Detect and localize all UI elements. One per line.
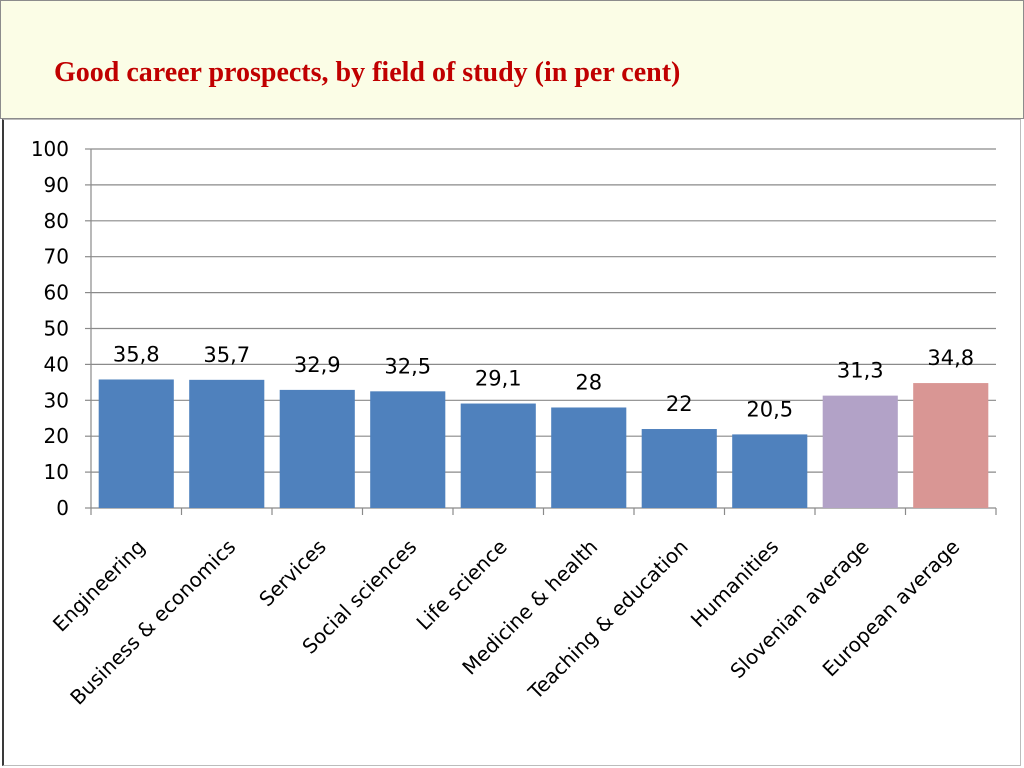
bar xyxy=(913,383,989,508)
data-label: 28 xyxy=(575,370,602,394)
bar xyxy=(189,379,265,508)
data-label: 32,5 xyxy=(384,354,431,378)
bar xyxy=(279,389,355,508)
title-band: Good career prospects, by field of study… xyxy=(0,0,1024,119)
bars xyxy=(98,379,989,508)
category-label: Business & economics xyxy=(65,535,240,710)
bar xyxy=(460,403,536,508)
bar xyxy=(370,391,446,508)
bar xyxy=(732,434,808,508)
bar xyxy=(98,379,174,508)
data-label: 35,8 xyxy=(113,342,160,366)
data-label: 20,5 xyxy=(746,397,793,421)
y-tick-label: 60 xyxy=(44,281,69,305)
y-tick-label: 90 xyxy=(44,173,69,197)
category-label: Services xyxy=(254,535,331,612)
y-tick-label: 0 xyxy=(56,496,69,520)
data-label: 29,1 xyxy=(475,367,522,391)
category-label: Life science xyxy=(412,535,512,635)
page-title: Good career prospects, by field of study… xyxy=(54,57,681,88)
y-tick-label: 100 xyxy=(31,137,69,161)
category-label: Humanities xyxy=(686,535,783,632)
y-tick-label: 10 xyxy=(44,460,69,484)
bar xyxy=(641,429,717,508)
y-tick-label: 20 xyxy=(44,424,69,448)
bar xyxy=(551,407,627,508)
data-label: 35,7 xyxy=(203,343,250,367)
data-label: 34,8 xyxy=(927,346,974,370)
y-tick-label: 80 xyxy=(44,209,69,233)
bar xyxy=(822,395,898,508)
data-label: 31,3 xyxy=(837,359,884,383)
y-tick-label: 30 xyxy=(44,388,69,412)
data-label: 32,9 xyxy=(294,353,341,377)
category-label: Teaching & education xyxy=(523,535,693,705)
y-tick-label: 40 xyxy=(44,352,69,376)
y-tick-label: 70 xyxy=(44,245,69,269)
y-tick-label: 50 xyxy=(44,317,69,341)
data-label: 22 xyxy=(666,392,693,416)
category-label: Engineering xyxy=(48,535,150,637)
